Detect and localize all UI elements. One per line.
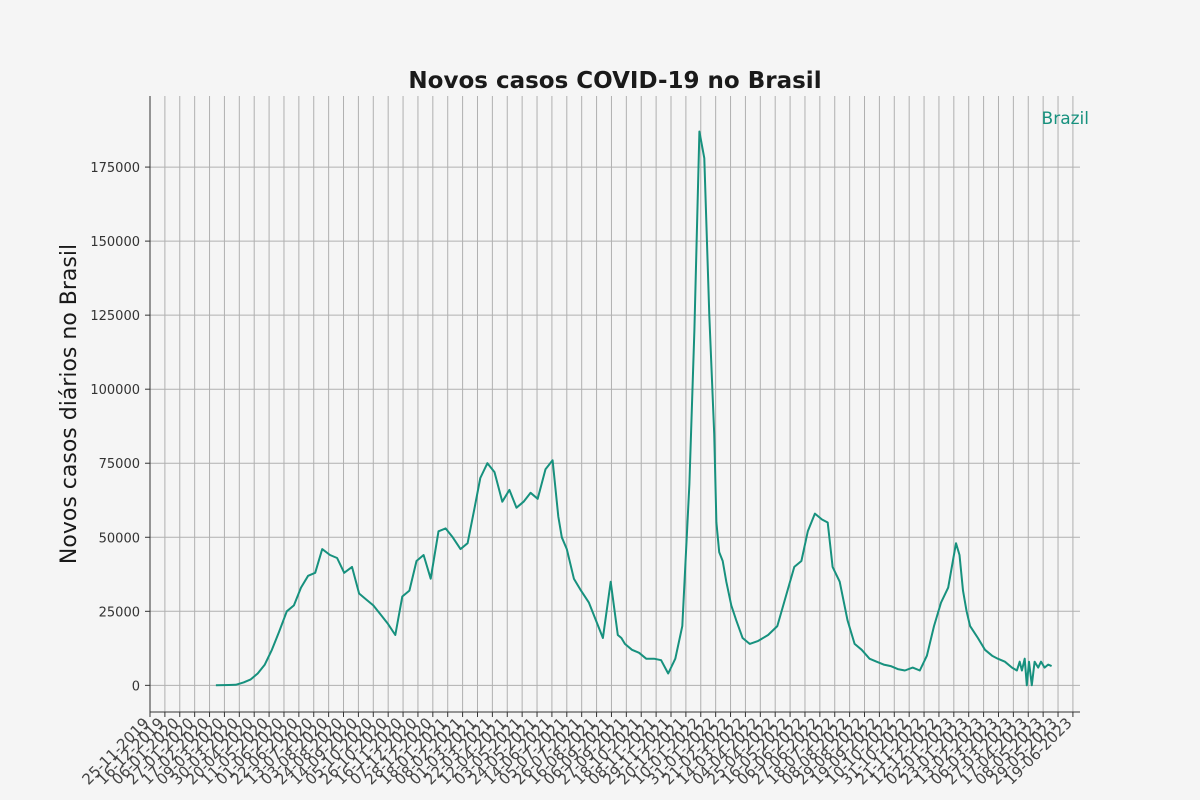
legend-entry-brazil: Brazil [1042, 109, 1089, 129]
chart-title: Novos casos COVID-19 no Brasil [408, 68, 821, 94]
x-tick-marks [149, 712, 1074, 717]
y-tick-label: 50000 [99, 531, 140, 546]
series-layer [215, 130, 1052, 687]
y-tick-label: 175000 [90, 161, 140, 176]
y-axis-label: Novos casos diários no Brasil [57, 244, 82, 564]
y-tick-label: 25000 [99, 605, 140, 620]
series-line-brazil [215, 130, 1052, 687]
y-tick-label: 0 [132, 679, 140, 694]
y-tick-label: 150000 [90, 235, 140, 250]
y-tick-labels: 0 25000 50000 75000 100000 125000 150000 175000 [90, 161, 140, 694]
y-tick-label: 75000 [99, 457, 140, 472]
x-tick-labels: 25-11-201916-12-201906-01-202027-01-2020… [78, 714, 1075, 788]
y-tick-label: 100000 [90, 383, 140, 398]
grid-lines [145, 96, 1080, 712]
y-tick-label: 125000 [90, 309, 140, 324]
